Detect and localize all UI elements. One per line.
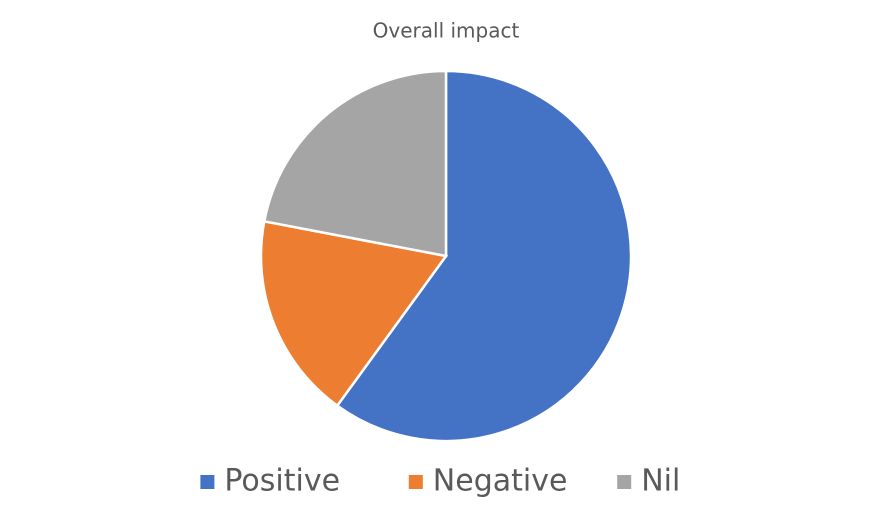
chart-title: Overall impact: [373, 19, 520, 43]
legend-swatch: [200, 475, 215, 489]
legend-label: Positive: [224, 464, 340, 499]
legend-swatch: [408, 475, 423, 489]
pie-slice: [262, 69, 448, 258]
pie-slice: [335, 69, 633, 443]
legend-label: Nil: [641, 464, 680, 499]
pie-slice: [259, 219, 449, 408]
legend-label: Negative: [433, 464, 568, 499]
legend-swatch: [617, 475, 632, 489]
